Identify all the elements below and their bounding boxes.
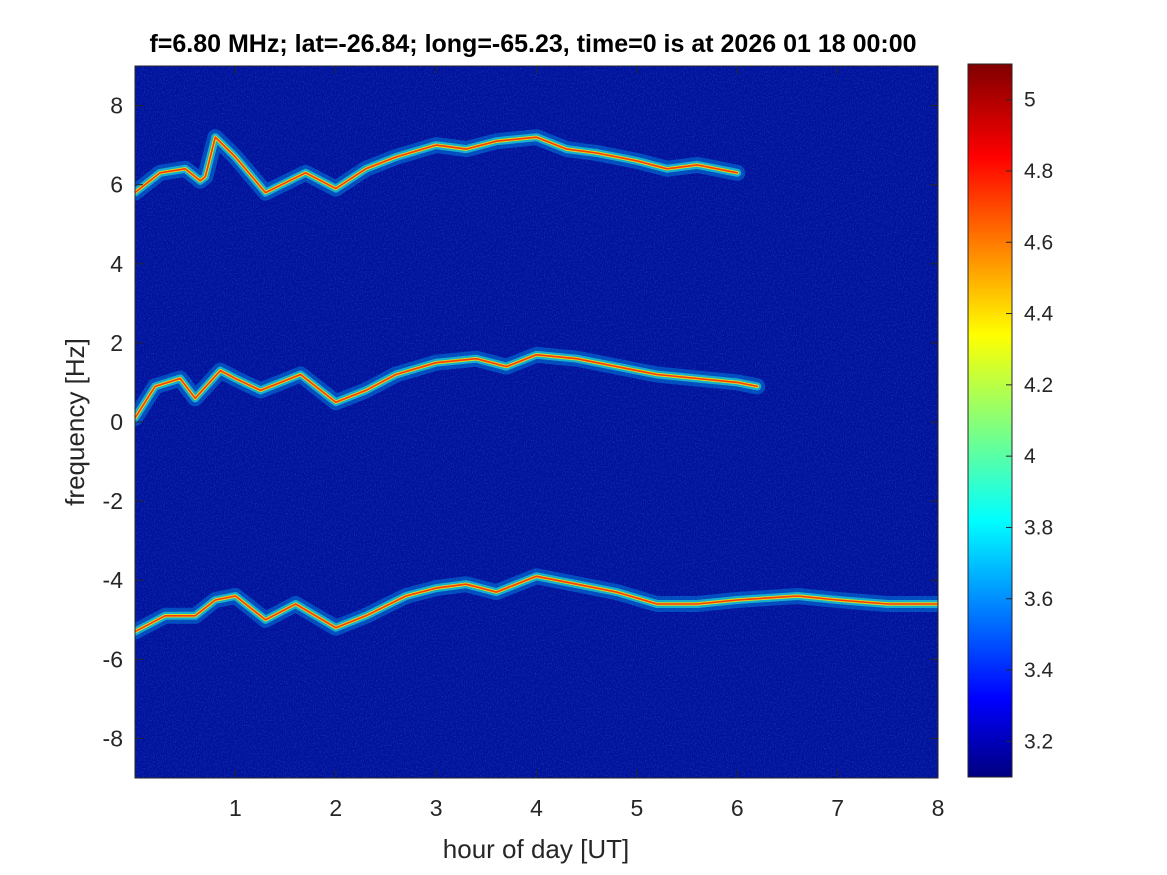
colorbar-tick-label: 4.4 (1024, 303, 1054, 326)
y-tick-label: -8 (103, 725, 123, 751)
plot-area (135, 66, 938, 778)
y-axis: -8 -6 -4 -2 0 2 4 6 8 (103, 93, 938, 751)
x-tick-label: 2 (329, 795, 342, 821)
colorbar-tick-label: 4.6 (1024, 231, 1053, 254)
x-tick-label: 7 (831, 795, 844, 821)
x-tick-label: 8 (932, 795, 945, 821)
x-tick-label: 6 (731, 795, 744, 821)
ridge-trace-1 (135, 136, 739, 194)
x-tick-label: 3 (430, 795, 443, 821)
y-tick-label: -6 (103, 646, 123, 672)
x-tick-label: 4 (530, 795, 543, 821)
colorbar-ticks: 3.2 3.4 3.6 3.8 4 4.2 4.4 4.6 4.8 5 (1006, 89, 1054, 753)
y-tick-label: 6 (110, 172, 123, 198)
y-tick-label: -4 (103, 567, 124, 593)
y-tick-label: 4 (110, 251, 123, 277)
colorbar-tick-label: 4 (1024, 445, 1036, 468)
colorbar-tick-label: 3.2 (1024, 730, 1053, 753)
colorbar-tick-label: 5 (1024, 89, 1036, 112)
colorbar-gradient (967, 63, 1013, 778)
colorbar-tick-label: 3.4 (1024, 659, 1054, 682)
chart-title: f=6.80 MHz; lat=-26.84; long=-65.23, tim… (149, 30, 916, 58)
ridge-group (135, 129, 938, 640)
x-tick-label: 1 (229, 795, 242, 821)
x-axis: 1 2 3 4 5 6 7 8 (229, 66, 944, 821)
x-axis-label: hour of day [UT] (443, 834, 629, 864)
y-tick-label: 2 (110, 330, 123, 356)
colorbar-tick-label: 4.2 (1024, 374, 1053, 397)
colorbar: 3.2 3.4 3.6 3.8 4 4.2 4.4 4.6 4.8 5 (967, 63, 1054, 778)
ridge-trace-3 (135, 575, 938, 633)
ridge-trace-2 (135, 354, 759, 419)
heatmap-noise (135, 66, 938, 778)
y-tick-label: 8 (110, 93, 123, 119)
colorbar-tick-label: 3.6 (1024, 588, 1053, 611)
colorbar-tick-label: 3.8 (1024, 516, 1053, 539)
colorbar-tick-label: 4.8 (1024, 160, 1053, 183)
y-tick-label: -2 (103, 488, 123, 514)
y-tick-label: 0 (110, 409, 123, 435)
y-axis-label: frequency [Hz] (60, 338, 90, 506)
x-tick-label: 5 (630, 795, 643, 821)
